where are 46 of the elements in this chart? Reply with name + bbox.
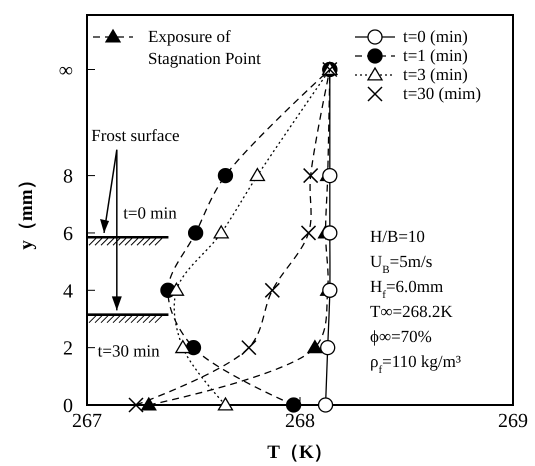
y-tick-label: 2	[63, 338, 73, 360]
legend-label: t=0 (min)	[403, 27, 468, 46]
legend-label: t=3 (min)	[403, 65, 468, 84]
point	[241, 340, 257, 356]
x-tick-label: 269	[498, 410, 528, 432]
y-tick-label: ∞	[58, 59, 73, 82]
legend-label: t=30 (mim)	[403, 84, 482, 103]
point	[318, 397, 334, 413]
annotation: H$_{f}$=6.0mm	[370, 277, 444, 301]
annotation: T∞=268.2K	[370, 302, 454, 321]
annotation: t=30 min	[98, 341, 160, 360]
legend-label: Exposure of Stagnation Point	[148, 27, 262, 68]
point	[286, 397, 302, 413]
point	[322, 168, 338, 184]
annotation: Frost surface	[91, 126, 180, 146]
point	[300, 225, 316, 241]
y-tick-label: 4	[63, 280, 73, 302]
point	[175, 340, 190, 354]
y-tick-label: 6	[63, 222, 73, 245]
point	[141, 397, 156, 411]
x-tick-label: 267	[72, 410, 102, 432]
point	[302, 168, 318, 184]
point	[322, 225, 338, 241]
point	[307, 340, 323, 354]
y-tick-label: 8	[63, 166, 73, 188]
point	[320, 340, 336, 356]
point	[250, 168, 266, 182]
annotation: t=0 min	[123, 204, 178, 223]
x-tick-label: 268	[285, 410, 315, 432]
annotation: ρ$_{f}$=110 kg/m³	[370, 352, 461, 376]
point	[188, 225, 204, 241]
annotation: H/B=10	[370, 227, 425, 246]
annotation: ϕ∞=70%	[370, 327, 432, 346]
point	[218, 397, 234, 411]
point	[218, 168, 234, 184]
annotation: U$_{B}$=5m/s	[370, 252, 432, 276]
point	[214, 225, 229, 238]
x-axis-title: T（K）	[267, 442, 333, 463]
point	[264, 282, 280, 298]
point	[322, 282, 338, 298]
point	[128, 397, 144, 413]
point	[186, 340, 202, 356]
point	[168, 282, 184, 296]
y-tick-label: 0	[63, 395, 73, 417]
y-axis-title: y（mm）	[16, 170, 37, 250]
legend-label: t=1 (min)	[403, 46, 468, 65]
